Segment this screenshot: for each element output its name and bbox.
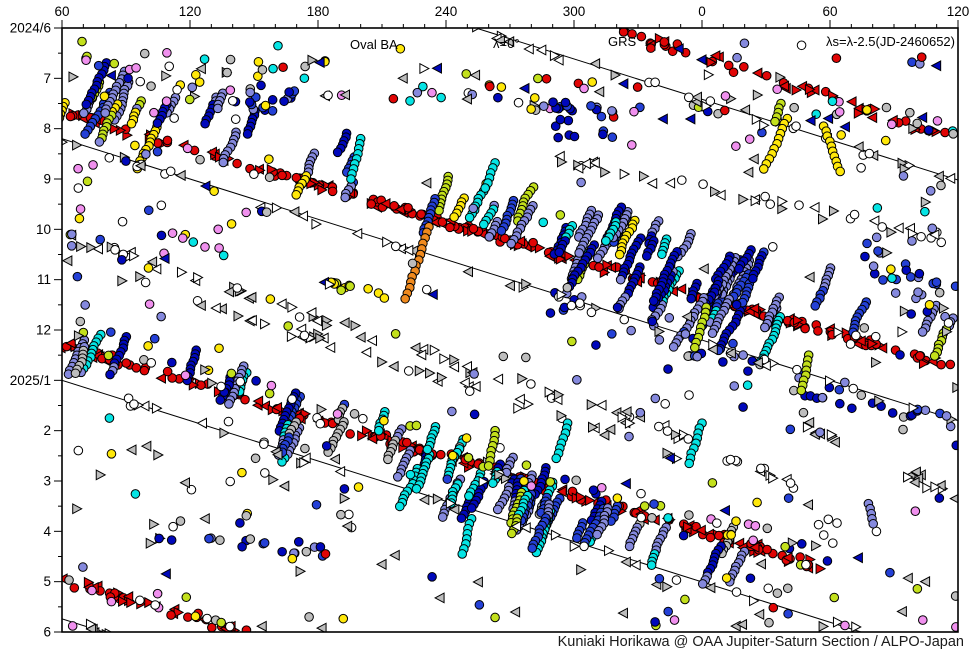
series-scatter-mid-gap	[447, 339, 856, 442]
x-axis-tick-label: 120	[179, 4, 202, 19]
series-spot-row-bottom	[204, 533, 328, 561]
series-open-circles-bottom	[801, 514, 882, 570]
axes: 60 120 180 240 300 0 60 120 2024/6 7 8 9 10 11 12 2025/…	[10, 4, 970, 640]
series-triangles-line-a	[472, 28, 956, 185]
series-pink-chain-left	[167, 228, 229, 261]
series-open-circle-track-br	[722, 454, 799, 493]
series-blue-blob-top-left	[230, 86, 300, 116]
extra-points	[67, 43, 958, 632]
y-axis-tick-label: 12	[36, 323, 51, 338]
series-cyan-chain-4	[457, 513, 477, 559]
credit-line: Kuniaki Horikawa @ OAA Jupiter-Saturn Se…	[557, 634, 964, 650]
series-scatter-left-yellows	[73, 81, 274, 229]
y-axis-tick-label: 7	[43, 71, 51, 86]
x-axis-tick-label: 180	[307, 4, 330, 19]
series-triangles-line-c	[123, 393, 862, 632]
series-triangles-line-b	[62, 138, 958, 425]
series-chartreuse-chain-1	[689, 302, 712, 353]
series-chartreuse-chain-2	[770, 98, 786, 127]
series-cyan-chain-5	[684, 418, 707, 469]
y-axis-tick-label: 5	[43, 574, 51, 589]
reference-line-lambda0-line-c	[62, 379, 862, 632]
series-cyan-chain-3	[551, 418, 573, 464]
y-axis-tick-label: 9	[43, 172, 51, 187]
y-axis-tick-label: 2024/6	[10, 21, 51, 36]
y-axis-tick-label: 8	[43, 121, 51, 136]
series-gray-triangle-track-br	[802, 416, 958, 504]
series-white-spot-track-2b	[62, 255, 683, 465]
series-cyan-chain-1	[346, 133, 366, 184]
series-scatter-bottom-left	[72, 440, 364, 549]
series-mixed-band-mid	[73, 327, 822, 570]
plot-border	[61, 27, 959, 633]
series-slate-chain-br	[863, 498, 878, 529]
x-axis-tick-label: 60	[822, 4, 837, 19]
y-axis-tick-label: 10	[36, 222, 51, 237]
y-axis-tick-label: 6	[43, 625, 51, 640]
series-chartreuse-chain-3	[483, 425, 500, 471]
y-axis-tick-label: 2	[43, 423, 51, 438]
series-cyan-chain-2	[480, 158, 500, 193]
series-yellow-chain-1	[758, 113, 793, 174]
x-axis-tick-label: 0	[698, 4, 706, 19]
series-yellow-chain-2	[818, 121, 845, 177]
series-scatter-right-column	[851, 162, 958, 394]
plot-area	[62, 28, 958, 632]
x-axis-tick-label: 240	[435, 4, 458, 19]
series-blue-blob-top-mid	[548, 97, 618, 143]
series-scatter-bottom-strip	[256, 549, 928, 632]
series-mixed-band-bottom	[64, 575, 235, 632]
x-axis-tick-label: 60	[54, 4, 69, 19]
x-axis-tick-label: 120	[947, 4, 970, 19]
series-triangles-line-d	[85, 618, 113, 632]
series-chartreuse-chain-4	[796, 350, 814, 396]
series-mixed-band-top	[68, 36, 958, 146]
series-scatter-left-column	[65, 146, 167, 344]
y-axis-tick-label: 11	[37, 272, 51, 287]
y-axis-tick-label: 4	[43, 524, 51, 539]
y-axis-tick-label: 3	[43, 474, 51, 489]
series-white-spot-track-1	[554, 150, 947, 248]
x-axis-tick-label: 300	[563, 4, 586, 19]
series-yellow-arc-mid	[326, 277, 390, 303]
series-white-spot-track-2	[65, 229, 694, 445]
y-axis-tick-label: 2025/1	[10, 373, 51, 388]
